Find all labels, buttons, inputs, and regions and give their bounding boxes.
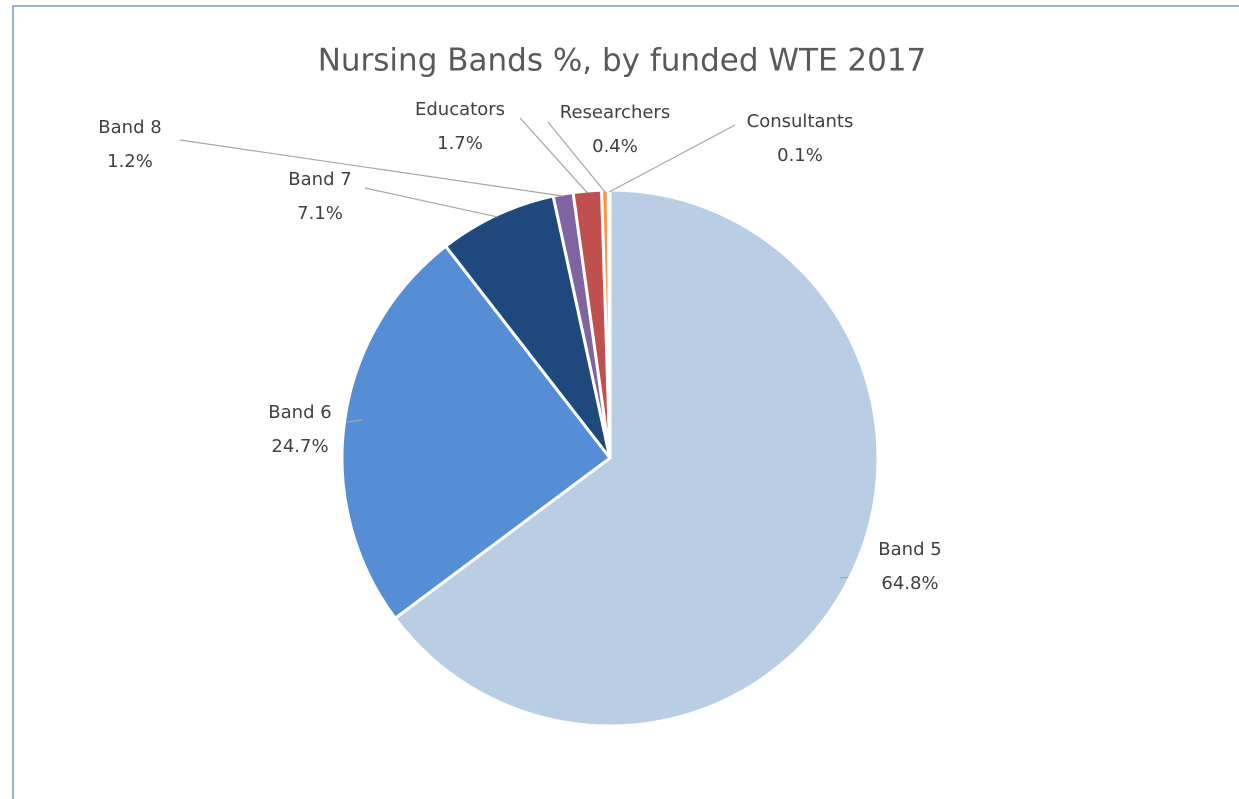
- slice-label: Educators: [415, 99, 505, 120]
- slice-label: Consultants: [747, 111, 854, 132]
- leader-line: [346, 419, 363, 423]
- chart-title: Nursing Bands %, by funded WTE 2017: [318, 43, 927, 79]
- slice-value-label: 0.4%: [592, 136, 638, 157]
- slice-value-label: 1.7%: [437, 133, 483, 154]
- leader-line: [839, 576, 848, 579]
- leader-line: [364, 187, 498, 218]
- leader-line: [608, 124, 736, 193]
- pie-slice: [340, 244, 613, 621]
- pie-slice: [606, 188, 612, 459]
- leader-line: [179, 139, 564, 197]
- slice-value-label: 7.1%: [297, 203, 343, 224]
- slice-label: Band 5: [878, 539, 941, 560]
- slice-value-label: 24.7%: [271, 436, 328, 457]
- slice-value-label: 64.8%: [881, 573, 938, 594]
- pie-slice: [393, 188, 880, 728]
- leader-line: [519, 117, 588, 194]
- slice-value-label: 0.1%: [777, 145, 823, 166]
- slice-label: Band 8: [98, 117, 161, 138]
- pie-slice: [443, 194, 612, 459]
- leader-line: [547, 121, 606, 193]
- chart-frame: [12, 5, 1239, 799]
- slice-label: Band 7: [288, 169, 351, 190]
- slice-value-label: 1.2%: [107, 151, 153, 172]
- slice-label: Researchers: [560, 102, 670, 123]
- slice-label: Band 6: [268, 402, 331, 423]
